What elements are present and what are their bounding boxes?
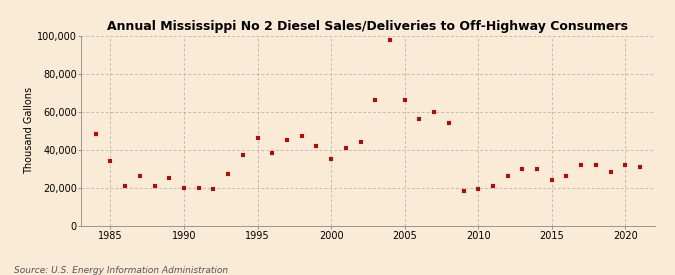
Point xyxy=(429,109,439,114)
Point xyxy=(281,138,292,142)
Point xyxy=(355,140,366,144)
Title: Annual Mississippi No 2 Diesel Sales/Deliveries to Off-Highway Consumers: Annual Mississippi No 2 Diesel Sales/Del… xyxy=(107,20,628,33)
Point xyxy=(620,163,630,167)
Point xyxy=(487,183,498,188)
Point xyxy=(517,166,528,171)
Point xyxy=(340,145,351,150)
Point xyxy=(149,183,160,188)
Point xyxy=(576,163,587,167)
Point xyxy=(472,187,483,192)
Point xyxy=(267,151,277,156)
Point xyxy=(414,117,425,122)
Point xyxy=(208,187,219,192)
Point xyxy=(634,164,645,169)
Point xyxy=(385,37,396,42)
Point xyxy=(252,136,263,141)
Point xyxy=(370,98,381,103)
Point xyxy=(532,166,543,171)
Point xyxy=(119,183,130,188)
Text: Source: U.S. Energy Information Administration: Source: U.S. Energy Information Administ… xyxy=(14,266,227,275)
Point xyxy=(326,157,337,161)
Y-axis label: Thousand Gallons: Thousand Gallons xyxy=(24,87,34,174)
Point xyxy=(591,163,601,167)
Point xyxy=(458,189,469,194)
Point xyxy=(193,185,204,190)
Point xyxy=(502,174,513,178)
Point xyxy=(134,174,145,178)
Point xyxy=(90,132,101,137)
Point xyxy=(105,159,116,163)
Point xyxy=(561,174,572,178)
Point xyxy=(399,98,410,103)
Point xyxy=(311,144,322,148)
Point xyxy=(238,153,248,158)
Point xyxy=(546,178,557,182)
Point xyxy=(164,176,175,180)
Point xyxy=(296,134,307,139)
Point xyxy=(223,172,234,177)
Point xyxy=(605,170,616,175)
Point xyxy=(179,185,190,190)
Point xyxy=(443,121,454,125)
